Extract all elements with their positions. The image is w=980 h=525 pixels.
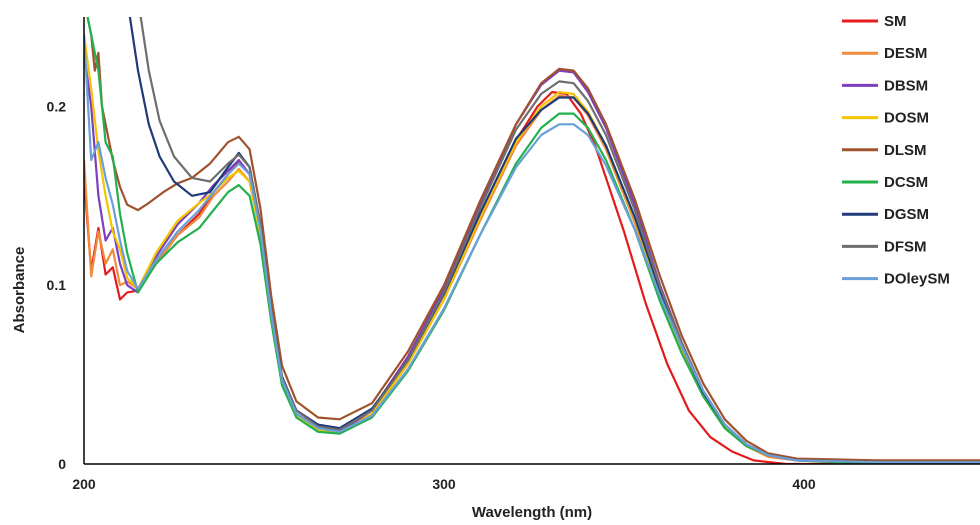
legend-label-desm: DESM xyxy=(884,45,927,62)
y-tick-label: 0.1 xyxy=(47,277,67,293)
legend-label-dbsm: DBSM xyxy=(884,77,928,94)
y-tick-label: 0 xyxy=(58,456,66,472)
series-line-doleysm xyxy=(84,33,980,464)
legend-label-dgsm: DGSM xyxy=(884,206,929,223)
x-tick-labels: 200 300 400 xyxy=(72,476,816,492)
legend-label-dlsm: DLSM xyxy=(884,142,927,159)
x-tick-label: 300 xyxy=(432,476,456,492)
series-lines xyxy=(84,17,980,464)
series-line-dlsm xyxy=(86,17,980,462)
x-tick-label: 200 xyxy=(72,476,96,492)
x-axis-title: Wavelength (nm) xyxy=(472,504,592,521)
legend-label-doleysm: DOleySM xyxy=(884,271,950,288)
legend-label-dcsm: DCSM xyxy=(884,174,928,191)
legend-label-dfsm: DFSM xyxy=(884,238,927,255)
legend-label-dosm: DOSM xyxy=(884,110,929,127)
legend-label-sm: SM xyxy=(884,13,907,30)
x-tick-label: 400 xyxy=(792,476,816,492)
y-tick-label: 0.2 xyxy=(47,98,67,114)
series-line-dcsm xyxy=(86,17,980,464)
y-axis-title: Absorbance xyxy=(11,247,28,334)
legend: SM DESM DBSM DOSM DLSM DCSM DGSM DFSM DOleySM xyxy=(842,13,950,288)
series-line-dgsm xyxy=(128,17,980,464)
y-tick-labels: 0 0.1 0.2 xyxy=(47,98,67,472)
